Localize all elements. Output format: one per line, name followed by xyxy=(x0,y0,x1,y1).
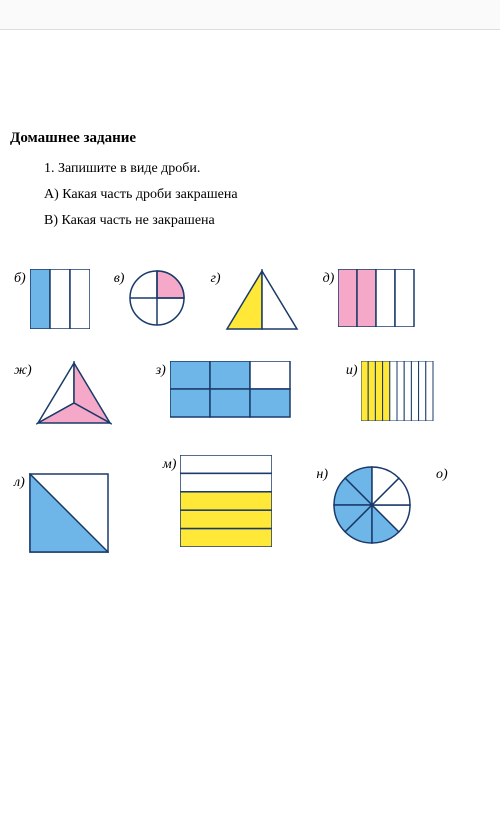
label-z: з) xyxy=(156,363,166,379)
figure-m: м) xyxy=(163,455,273,547)
shape-l xyxy=(29,473,109,553)
label-m: м) xyxy=(163,457,177,473)
figures-area: б) в) г) xyxy=(10,269,490,553)
figure-d: д) xyxy=(323,269,417,327)
figure-o: о) xyxy=(436,465,452,483)
figure-z: з) xyxy=(156,361,292,419)
label-b: б) xyxy=(14,271,26,287)
shape-m xyxy=(180,455,272,547)
shape-b xyxy=(30,269,90,329)
task-b: В) Какая часть не закрашена xyxy=(44,213,490,229)
label-o: о) xyxy=(436,467,448,483)
homework-title: Домашнее задание xyxy=(10,130,490,147)
figure-row-2: ж) з) и) xyxy=(10,361,490,425)
figure-b: б) xyxy=(14,269,90,329)
shape-zh xyxy=(36,361,112,425)
figure-row-1: б) в) г) xyxy=(10,269,490,331)
shape-z xyxy=(170,361,292,419)
label-n: н) xyxy=(316,467,328,483)
window-top-bar xyxy=(0,0,500,30)
figure-n: н) xyxy=(316,465,412,545)
label-zh: ж) xyxy=(14,363,32,379)
label-d: д) xyxy=(323,271,335,287)
task-1: 1. Запишите в виде дроби. xyxy=(44,161,490,177)
shape-n xyxy=(332,465,412,545)
figure-g: г) xyxy=(210,269,298,331)
worksheet-content: Домашнее задание 1. Запишите в виде дроб… xyxy=(0,30,500,603)
task-a: А) Какая часть дроби закрашена xyxy=(44,187,490,203)
figure-row-3: л) м) н) xyxy=(10,455,490,553)
label-g: г) xyxy=(210,271,220,287)
figure-zh: ж) xyxy=(14,361,112,425)
label-i: и) xyxy=(346,363,358,379)
shape-g xyxy=(225,269,299,331)
label-l: л) xyxy=(14,475,25,491)
shape-d xyxy=(338,269,416,327)
figure-l: л) xyxy=(14,473,109,553)
figure-v: в) xyxy=(114,269,187,327)
figure-i: и) xyxy=(346,361,436,421)
shape-i xyxy=(361,361,435,421)
shape-v xyxy=(128,269,186,327)
label-v: в) xyxy=(114,271,125,287)
